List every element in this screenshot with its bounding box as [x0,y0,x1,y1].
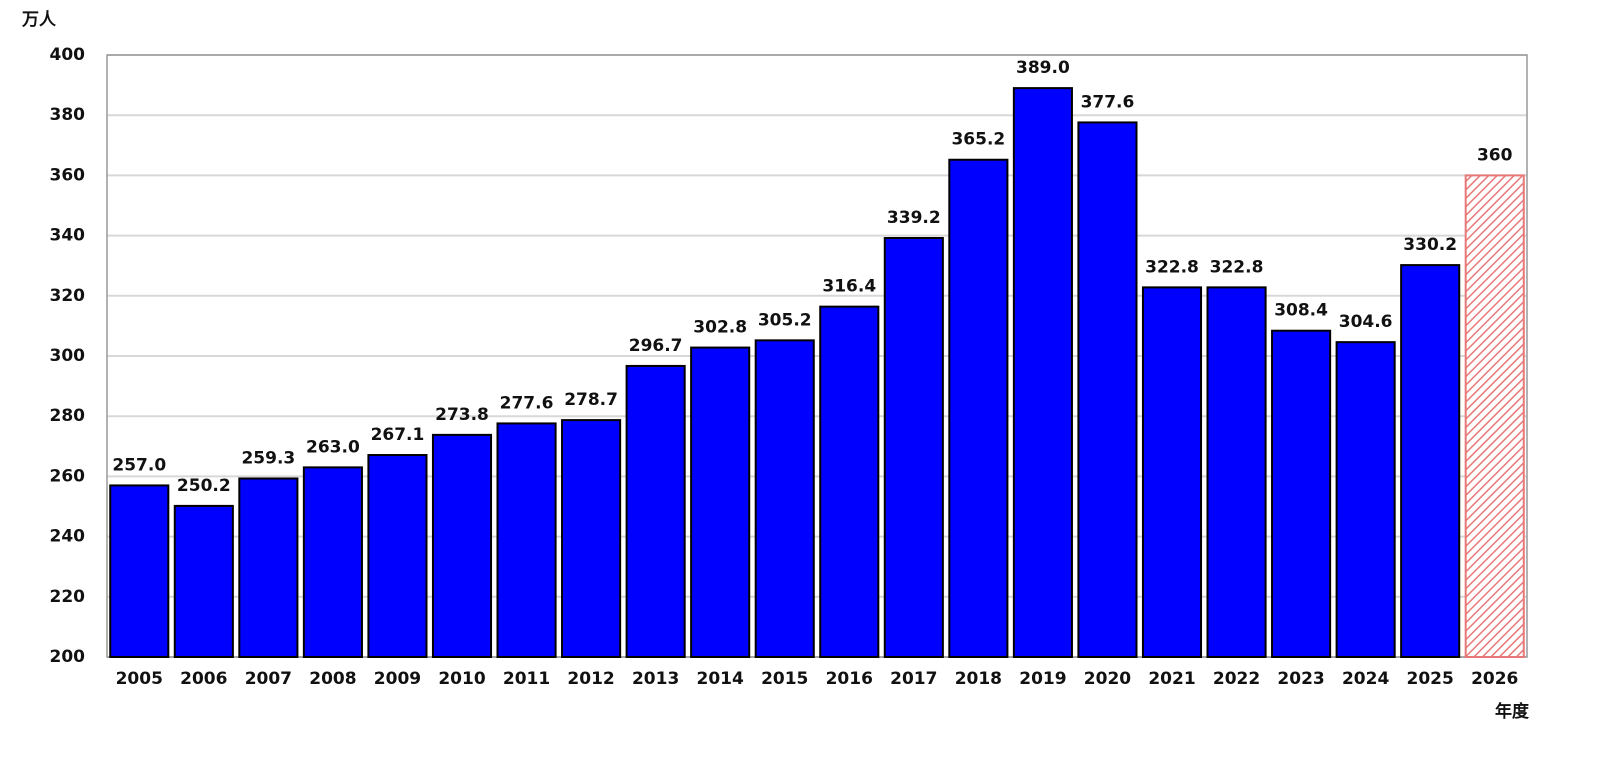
value-label: 257.0 [112,455,166,475]
value-label: 277.6 [500,393,554,413]
value-label: 263.0 [306,437,360,457]
value-label: 259.3 [241,449,295,469]
bar [883,237,944,658]
x-tick-label: 2011 [503,669,550,689]
value-label: 305.2 [758,310,812,330]
plot-frame [106,54,1528,658]
y-tick-label: 400 [50,45,86,65]
x-axis-label: 年度 [1495,701,1530,722]
bar [1077,121,1138,658]
x-tick-label: 2013 [632,669,679,689]
x-tick-label: 2009 [374,669,421,689]
x-tick-label: 2023 [1277,669,1324,689]
x-tick-label: 2016 [826,669,873,689]
y-tick-label: 200 [50,647,86,667]
value-label: 304.6 [1339,312,1393,332]
bar [431,433,493,658]
bar [1141,286,1203,658]
bar [1271,329,1332,658]
y-tick-label: 220 [50,587,86,607]
value-label: 302.8 [693,318,747,338]
x-tick-label: 2005 [116,669,163,689]
bar [690,346,751,658]
x-tick-label: 2007 [245,669,292,689]
y-tick-label: 320 [50,286,86,306]
y-tick-label: 360 [50,165,86,185]
y-tick-label: 340 [50,226,86,246]
bar [561,419,622,658]
value-label: 377.6 [1081,92,1135,112]
x-tick-label: 2017 [890,669,937,689]
x-tick-label: 2025 [1407,669,1454,689]
value-label: 278.7 [564,390,618,410]
value-label: 308.4 [1274,301,1328,321]
y-axis-label: 万人 [21,10,57,30]
x-tick-label: 2021 [1148,669,1195,689]
x-tick-label: 2026 [1471,669,1518,689]
value-label: 250.2 [177,476,231,496]
value-label: 273.8 [435,405,489,425]
bar [1335,341,1396,658]
value-label: 365.2 [951,130,1005,150]
x-tick-label: 2022 [1213,669,1260,689]
value-label: 322.8 [1210,257,1264,277]
x-tick-label: 2018 [955,669,1002,689]
x-tick-label: 2008 [309,669,356,689]
bar [1206,286,1267,658]
bar [109,484,170,658]
value-label: 296.7 [629,336,683,356]
bar [948,158,1009,659]
y-tick-label: 240 [50,527,86,547]
bar [1464,174,1525,658]
x-tick-label: 2024 [1342,669,1389,689]
bar [367,454,428,658]
value-label: 339.2 [887,208,941,228]
x-tick-label: 2012 [567,669,614,689]
value-label: 322.8 [1145,257,1199,277]
x-tick-label: 2015 [761,669,808,689]
value-label: 267.1 [371,425,425,445]
bar [173,504,234,659]
x-tick-label: 2019 [1019,669,1066,689]
x-tick-label: 2020 [1084,669,1131,689]
y-tick-label: 260 [50,466,86,486]
value-label: 389.0 [1016,58,1070,78]
bar [1400,264,1461,658]
value-label: 330.2 [1403,235,1457,255]
y-tick-label: 380 [50,105,86,125]
y-tick-label: 280 [50,406,86,426]
bar [819,305,880,658]
x-tick-label: 2010 [438,669,485,689]
bar [1012,87,1073,659]
y-tick-label: 300 [50,346,86,366]
bar [302,466,363,658]
bar [754,339,815,658]
bar [238,477,299,658]
x-tick-label: 2014 [697,669,744,689]
value-label: 360 [1477,145,1513,165]
bar [496,422,557,659]
x-tick-label: 2006 [180,669,227,689]
bar [625,364,686,658]
value-label: 316.4 [822,277,876,297]
